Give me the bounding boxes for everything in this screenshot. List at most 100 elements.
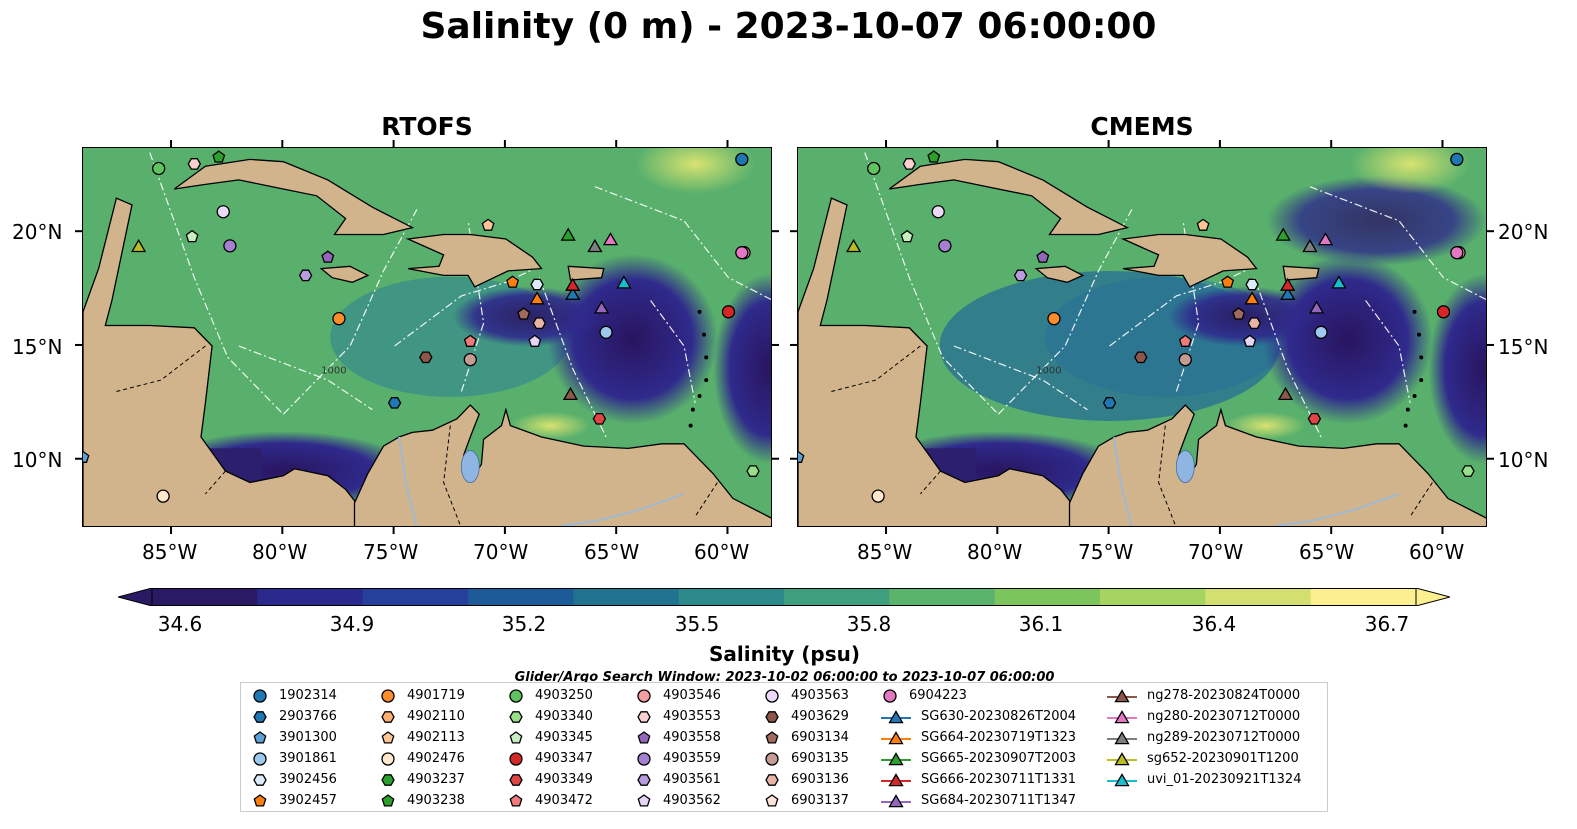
- marker-2903766: [1102, 397, 1117, 409]
- island: [704, 378, 709, 383]
- lon-label-cmems-75: 75°W: [1078, 540, 1134, 564]
- legend-item: 4903561: [635, 769, 721, 790]
- legend-item: 4903340: [507, 706, 593, 727]
- colorbar-tick-36-7: 36.7: [1364, 612, 1410, 636]
- colorbar-segment: [152, 588, 258, 606]
- island: [1412, 309, 1417, 314]
- legend-label: 4902113: [407, 730, 465, 745]
- colorbar-segment: [889, 588, 996, 606]
- land-mass: [567, 265, 605, 281]
- marker-SG664: [1244, 291, 1260, 305]
- island: [1403, 423, 1408, 428]
- land-mass: [353, 404, 771, 526]
- river: [398, 436, 418, 526]
- colorbar-extend-min: [118, 588, 153, 606]
- legend-triangle: [888, 793, 904, 807]
- land-mass: [319, 265, 370, 283]
- country-border: [116, 345, 206, 392]
- legend-item: 3902457: [251, 790, 337, 811]
- panel-title-cmems: CMEMS: [1090, 112, 1194, 141]
- marker-6903135: [463, 352, 477, 367]
- high-salinity-region: [1350, 148, 1471, 194]
- land-mass: [888, 158, 1130, 236]
- legend-hexagon: [381, 773, 395, 786]
- marker-4903250: [867, 161, 881, 176]
- legend-label: 4903349: [535, 772, 593, 787]
- marker-4903562: [528, 334, 542, 347]
- legend-circle: [637, 751, 651, 766]
- country-border: [1158, 425, 1177, 526]
- legend-label: 3902456: [279, 772, 337, 787]
- legend-triangle: [1114, 772, 1130, 786]
- island: [1405, 407, 1410, 412]
- legend-hexagon: [765, 773, 779, 786]
- island: [704, 355, 709, 360]
- marker-4903340: [1461, 465, 1475, 477]
- marker-uvi_01: [616, 275, 632, 289]
- country-border: [443, 425, 462, 526]
- marker-4903558: [1036, 250, 1050, 263]
- legend-item: 1902314: [251, 685, 337, 706]
- legend-hexagon: [509, 773, 523, 786]
- marker-4902113: [481, 218, 495, 231]
- legend-item: 4903237: [379, 769, 465, 790]
- legend-item: 3901861: [251, 748, 337, 769]
- legend-label: SG665-20230907T2003: [921, 751, 1077, 766]
- lon-label-cmems-60: 60°W: [1409, 540, 1465, 564]
- legend-label: 2903766: [279, 709, 337, 724]
- legend-label: 3902457: [279, 793, 337, 808]
- legend-pentagon: [381, 730, 395, 744]
- legend-pentagon: [253, 793, 267, 807]
- legend-hexagon: [637, 773, 651, 786]
- legend-label: 4903345: [535, 730, 593, 745]
- legend-marker: [253, 751, 267, 766]
- colorbar-segment: [573, 588, 680, 606]
- marker-ng278: [562, 386, 579, 401]
- legend-marker: [381, 688, 395, 703]
- legend-circle: [381, 688, 395, 703]
- lat-label-left-20: 20°N: [12, 220, 63, 244]
- boundary-line: [394, 265, 540, 347]
- legend-label: 4903347: [535, 751, 593, 766]
- legend-hexagon: [637, 710, 651, 723]
- legend-label: ng289-20230712T0000: [1147, 730, 1301, 745]
- legend-label: ng280-20230712T0000: [1147, 709, 1301, 724]
- legend-marker: [881, 772, 911, 786]
- marker-4903472: [463, 334, 477, 347]
- marker-4903629: [419, 351, 433, 364]
- map-panel-rtofs: 1000: [82, 147, 772, 527]
- legend-label: 4903553: [663, 709, 721, 724]
- legend-item: 4903563: [763, 685, 849, 706]
- marker-6904223: [1450, 246, 1464, 260]
- legend-marker: [765, 688, 779, 703]
- marker-4903558: [321, 250, 335, 263]
- legend-label: 4903562: [663, 793, 721, 808]
- colorbar-tick-35-2: 35.2: [501, 612, 547, 636]
- legend-item: 6904223: [881, 685, 967, 706]
- marker-4903553: [902, 158, 917, 170]
- country-border: [920, 470, 941, 495]
- legend-label: 4903238: [407, 793, 465, 808]
- legend-item: 4903558: [635, 727, 721, 748]
- marker-4903561: [298, 269, 313, 282]
- legend-marker: [253, 710, 267, 723]
- panel-title-rtofs: RTOFS: [381, 112, 473, 141]
- boundary-line: [1253, 277, 1322, 438]
- legend-item: 4902476: [379, 748, 465, 769]
- colorbar-segment: [468, 588, 574, 606]
- colorbar-segment: [1100, 588, 1206, 606]
- legend-item: 4903559: [635, 748, 721, 769]
- legend-circle: [509, 751, 523, 766]
- legend-hexagon: [509, 710, 523, 723]
- legend-label: 4901719: [407, 688, 465, 703]
- legend-marker: [381, 751, 395, 766]
- marker-SG664: [529, 291, 545, 305]
- legend-marker: [1107, 688, 1137, 702]
- legend-triangle: [1114, 751, 1130, 765]
- contour-label: 1000: [321, 365, 346, 376]
- legend-hexagon: [253, 710, 267, 723]
- legend-label: 4903472: [535, 793, 593, 808]
- marker-4903340: [746, 465, 760, 477]
- legend-item: 4903345: [507, 727, 593, 748]
- legend-label: 6903137: [791, 793, 849, 808]
